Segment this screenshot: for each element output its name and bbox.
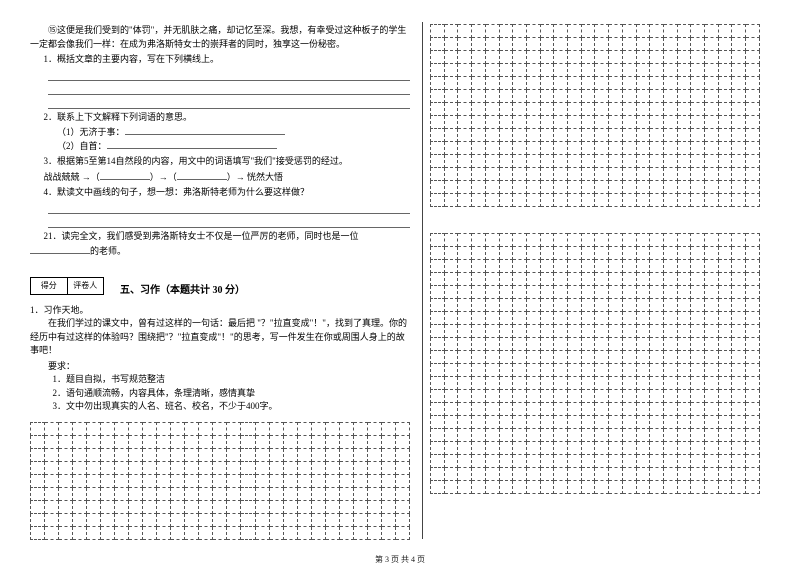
answer-line[interactable] (48, 202, 410, 214)
answer-blank[interactable] (30, 246, 90, 254)
q3b: ）→（ (150, 172, 177, 182)
q2b: （2）自首： (57, 140, 410, 154)
intro-paragraph: ⑮这便是我们受到的"体罚"，并无肌肤之痛，却记忆至深。我想，有幸受过这种板子的学… (30, 24, 410, 51)
answer-line[interactable] (48, 69, 410, 81)
writing-grid-top-right[interactable] (430, 24, 760, 207)
answer-blank[interactable] (177, 171, 227, 179)
req-2: 2．语句通顺流畅，内容具体，条理清晰，感情真挚 (53, 387, 411, 401)
req-1: 1．题目自拟，书写规范整洁 (53, 373, 411, 387)
page-footer: 第 3 页 共 4 页 (0, 554, 800, 566)
q1: 1．概括文章的主要内容，写在下列横线上。 (44, 53, 411, 67)
req-label: 要求： (48, 360, 410, 374)
q3: 3．根据第5至第14自然段的内容，用文中的词语填写"我们"接受惩罚的经过。 (44, 155, 411, 169)
writing-prompt: 在我们学过的课文中，曾有过这样的一句话：最后把 "？"拉直变成"！"，找到了真理… (30, 317, 410, 358)
q2a-label: （1）无济于事： (57, 127, 125, 137)
answer-blank[interactable] (107, 140, 277, 148)
writing-grid-bottom-left[interactable] (30, 422, 410, 540)
q3-flow: 战战兢兢 →（ ）→（ ）→ 恍然大悟 (44, 171, 411, 185)
q2b-label: （2）自首： (57, 141, 107, 151)
writing-grid-bottom-right[interactable] (430, 233, 760, 494)
q2a: （1）无济于事： (57, 126, 410, 140)
q3c: ）→ 恍然大悟 (227, 172, 283, 182)
req-3: 3．文中勿出现真实的人名、班名、校名，不少于400字。 (53, 400, 411, 414)
q4: 4．默读文中画线的句子，想一想：弗洛斯特老师为什么要这样做？ (44, 186, 411, 200)
q2: 2．联系上下文解释下列词语的意思。 (44, 111, 411, 125)
answer-line[interactable] (48, 97, 410, 109)
answer-line[interactable] (48, 83, 410, 95)
q3a: 战战兢兢 →（ (44, 172, 100, 182)
q21: 21．读完全文，我们感受到弗洛斯特女士不仅是一位严厉的老师，同时也是一位 (44, 230, 411, 244)
answer-blank[interactable] (125, 127, 285, 135)
q21-line2: 的老师。 (30, 245, 410, 259)
score-label: 得分 (31, 278, 68, 294)
score-box: 得分 评卷人 (30, 277, 104, 295)
grader-label: 评卷人 (68, 278, 104, 294)
answer-line[interactable] (48, 216, 410, 228)
column-divider (422, 22, 423, 539)
writing-q1: 1．习作天地。 (30, 304, 410, 318)
q21a: 21．读完全文，我们感受到弗洛斯特女士不仅是一位严厉的老师，同时也是一位 (44, 231, 359, 241)
answer-blank[interactable] (100, 171, 150, 179)
q21b: 的老师。 (90, 246, 126, 256)
section-5-title: 五、习作（本题共计 30 分） (120, 283, 410, 298)
